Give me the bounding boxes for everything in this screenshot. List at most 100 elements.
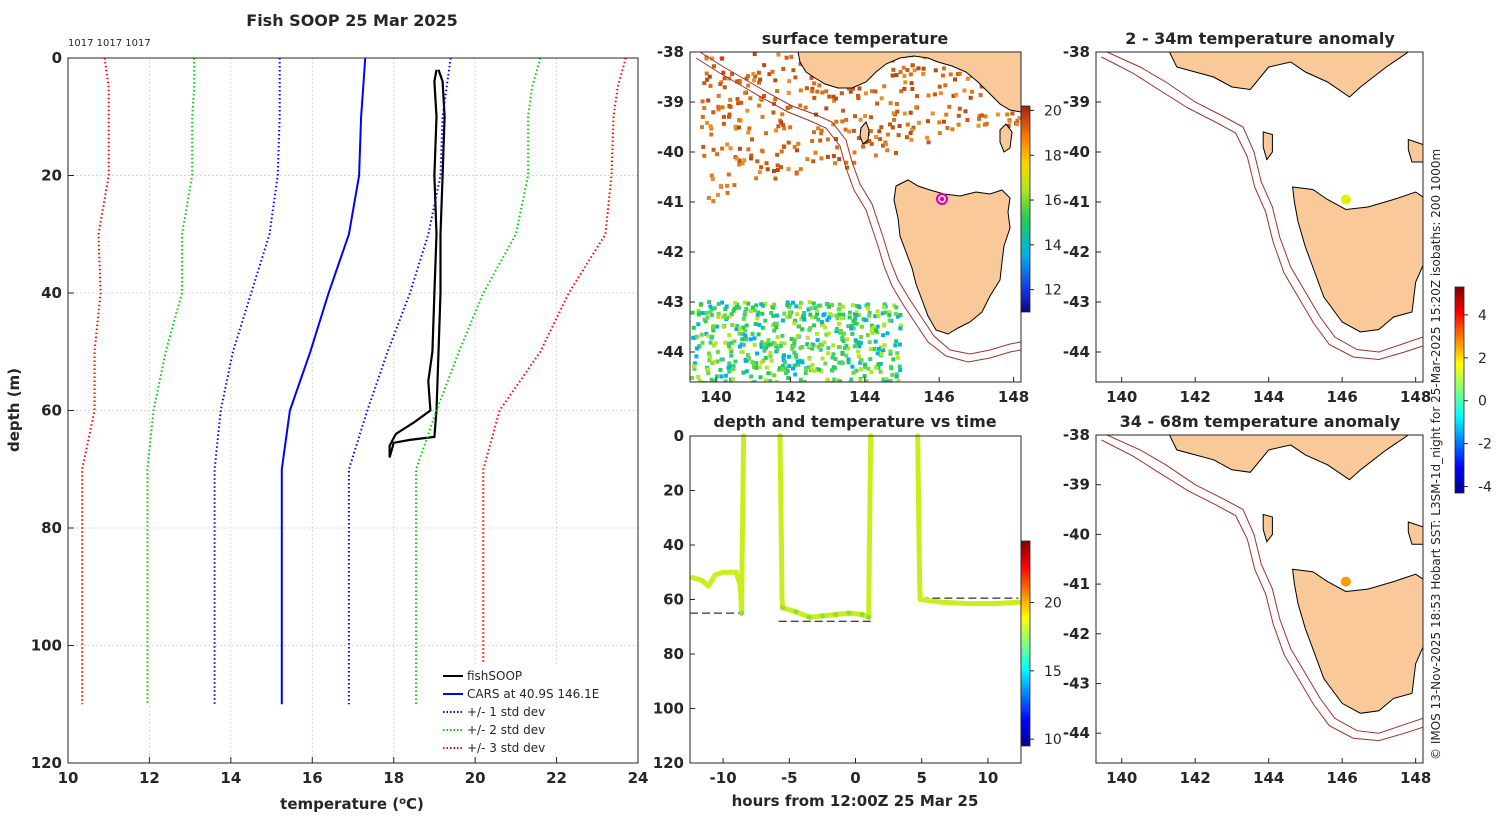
sst-pixel [844,160,849,165]
map-ytick-label: -43 [1063,674,1090,692]
map-ytick-label: -42 [1063,625,1090,643]
sst-pixel [700,125,704,130]
sst-pixel [827,315,831,320]
map-ytick-label: -41 [1063,193,1090,211]
sst-pixel [816,303,821,308]
sst-pixel [838,379,842,382]
sst-pixel [786,167,791,171]
colorbar-tick-label: 4 [1478,308,1487,324]
sst-pixel [963,109,968,114]
sst-pixel [942,66,946,71]
sst-pixel [719,80,724,84]
sst-pixel [852,344,857,349]
sst-pixel [755,351,759,356]
sst-pixel [858,378,863,382]
sst-pixel [817,367,821,372]
sst-pixel [894,339,899,344]
sst-pixel [819,128,824,133]
sst-pixel [908,131,913,136]
sst-pixel [736,125,741,130]
profile-series-6 [482,57,627,705]
sst-pixel [887,318,892,323]
sst-pixel [857,86,862,91]
sst-pixel [902,86,907,91]
sst-pixel [762,342,767,347]
cast-point [778,487,784,494]
sst-pixel [708,340,713,345]
time-xtick-label: -5 [781,769,798,787]
sst-pixel [769,358,774,363]
sst-pixel [970,89,974,94]
sst-pixel [957,106,962,111]
sst-pixel [824,106,829,111]
sst-pixel [711,110,716,115]
sst-pixel [781,123,786,128]
sst-pixel [727,112,732,117]
map-ytick-label: -39 [1063,476,1090,494]
sst-pixel [840,335,845,340]
sst-pixel [910,63,915,68]
sst-pixel [694,334,699,339]
sst-pixel [726,365,731,370]
sst-pixel [897,364,902,369]
sst-pixel [723,373,728,378]
sst-pixel [875,309,880,314]
sst-pixel [815,308,820,313]
sst-pixel [837,321,841,326]
sst-pixel [709,132,714,137]
sst-pixel [737,146,742,151]
sst-pixel [859,324,864,329]
sst-pixel [768,350,773,355]
sst-pixel [747,356,751,361]
sst-pixel [810,315,815,320]
sst-pixel [825,382,829,386]
sst-pixel [912,68,917,73]
sst-pixel [895,314,900,319]
sst-pixel [724,316,729,321]
sst-pixel [744,307,749,312]
sst-pixel [938,91,943,96]
sst-pixel [828,312,833,316]
cast-point [819,613,826,619]
sst-pixel [957,71,962,76]
sst-pixel [699,332,704,337]
sst-pixel [1007,119,1012,124]
sst-pixel [835,316,840,321]
sst-pixel [857,305,862,310]
sst-pixel [875,101,880,106]
sst-pixel [921,72,926,76]
map-xtick-label: 148 [1400,388,1431,406]
map-xtick-label: 146 [1327,388,1358,406]
map-ytick-label: -40 [1063,525,1090,543]
sst-pixel [772,302,777,307]
cast-point [780,605,786,611]
sst-pixel [815,331,819,336]
sst-pixel [773,78,778,83]
sst-pixel [691,325,696,330]
sst-pixel [879,96,884,101]
sst-pixel [863,91,868,96]
sst-pixel [930,111,935,116]
sst-pixel [767,72,772,77]
sst-pixel [732,339,737,344]
sst-pixel [774,321,779,326]
profile-ytick-label: 0 [52,49,62,67]
sst-pixel [764,161,769,166]
map-xtick-label: 148 [998,388,1029,406]
sst-pixel [738,326,743,331]
cast-point [866,542,873,548]
sst-pixel [846,346,851,351]
sst-pixel [874,365,879,370]
sst-pixel [758,375,763,380]
sst-pixel [979,84,984,89]
sst-pixel [839,360,844,365]
sst-pixel [716,192,720,197]
sst-pixel [731,364,736,369]
sst-pixel [833,357,838,361]
anomaly-deep-ticks: 140 142 144 146 148 -38 -39 -40 -41 -42 -43 -44 [1063,426,1431,787]
map-ytick-label: -44 [1063,343,1090,361]
sst-pixel [956,122,961,127]
tasmania [893,179,1011,335]
sst-pixel [779,120,784,125]
sst-pixel [743,333,748,338]
